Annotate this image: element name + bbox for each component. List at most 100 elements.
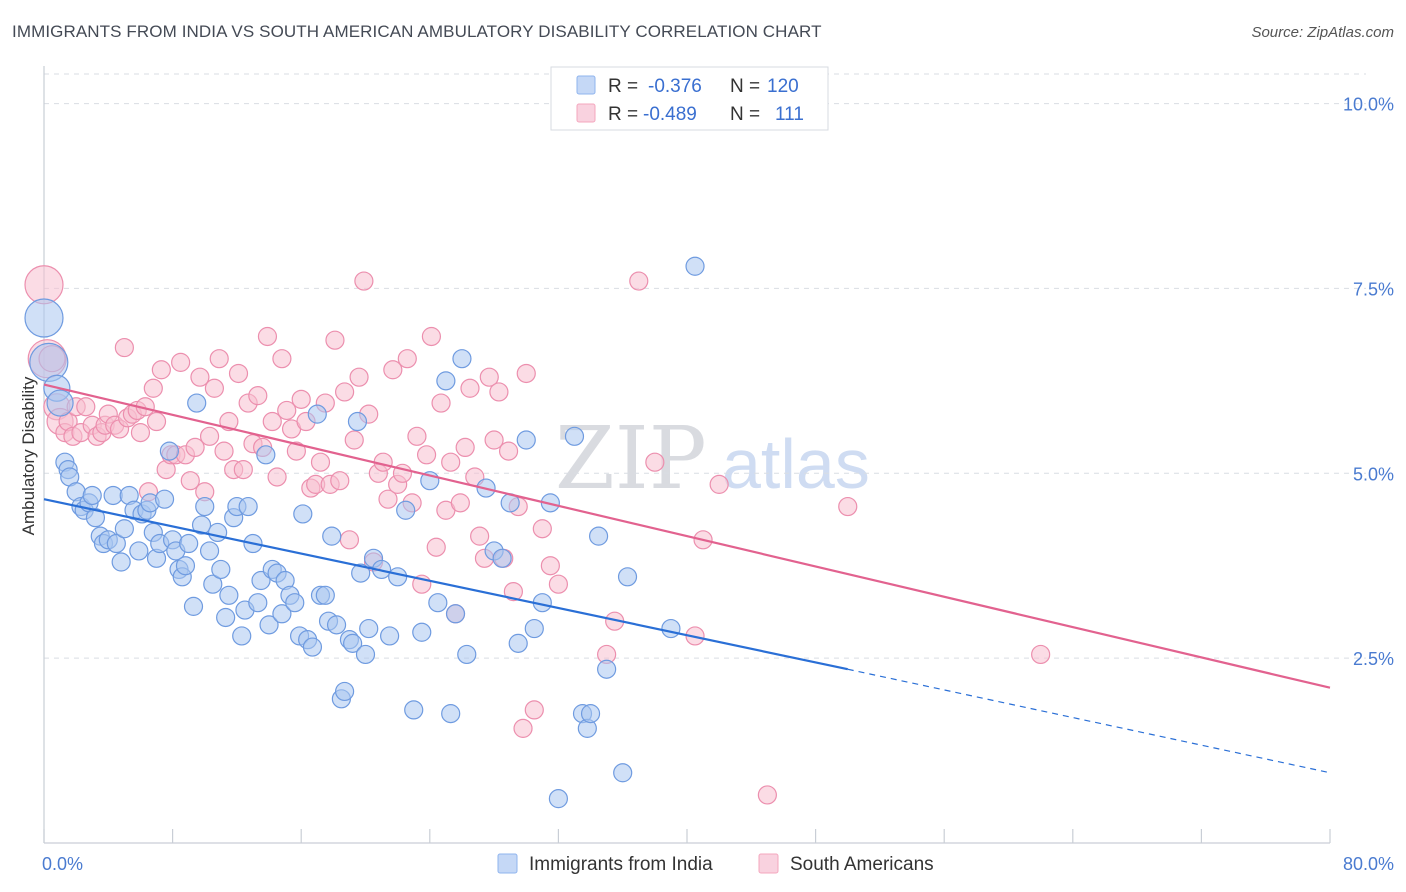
data-point — [335, 382, 355, 402]
data-point — [24, 265, 64, 305]
data-point — [1031, 644, 1051, 665]
bottom-legend-label-south-americans: South Americans — [790, 854, 934, 875]
data-point — [383, 360, 403, 380]
data-point — [344, 430, 364, 450]
data-point — [325, 330, 345, 350]
data-point — [208, 522, 228, 543]
data-point — [436, 371, 456, 391]
data-point — [307, 404, 327, 424]
legend-r-label-india: R = — [608, 76, 638, 97]
data-point — [359, 618, 379, 639]
legend-swatch-india — [576, 75, 596, 95]
data-point — [203, 574, 223, 594]
data-point — [404, 700, 424, 720]
data-point — [272, 349, 292, 369]
data-point — [452, 349, 472, 369]
data-point — [272, 604, 292, 624]
data-point — [219, 585, 239, 605]
data-point — [508, 633, 528, 653]
data-point — [204, 378, 224, 398]
data-point — [629, 271, 649, 291]
data-point — [445, 604, 466, 624]
data-point — [588, 526, 609, 546]
data-point — [580, 704, 601, 724]
data-point — [548, 789, 569, 809]
data-point — [513, 718, 533, 738]
data-point — [76, 397, 96, 417]
data-point — [498, 441, 519, 461]
data-point — [82, 485, 102, 506]
data-point — [195, 496, 215, 517]
data-point — [262, 411, 282, 432]
data-point — [355, 644, 376, 665]
data-point — [111, 552, 131, 572]
data-point — [257, 326, 278, 347]
data-point — [24, 298, 64, 338]
data-point — [479, 367, 499, 387]
data-point — [154, 489, 175, 509]
legend-swatch-south-americans — [576, 103, 596, 123]
data-point — [349, 367, 369, 387]
data-point — [256, 445, 276, 465]
data-point — [645, 452, 665, 472]
data-point — [343, 633, 363, 653]
data-point — [354, 271, 374, 291]
data-point — [238, 496, 258, 517]
data-point — [503, 581, 523, 602]
data-point — [171, 352, 191, 372]
data-point — [185, 437, 205, 458]
data-point — [114, 519, 134, 539]
legend-r-label-south-americans: R = — [608, 104, 638, 125]
trend-line-south-americans — [43, 383, 1331, 689]
data-point — [175, 556, 196, 576]
data-point — [450, 493, 470, 513]
data-point — [179, 533, 199, 554]
data-point — [548, 574, 569, 594]
india-points — [24, 256, 705, 809]
data-point — [199, 541, 220, 561]
correlation-legend: R = -0.376 N = 120 R = -0.489 N = 111 — [550, 66, 829, 131]
watermark-atlas: atlas — [722, 425, 870, 503]
data-point — [85, 508, 106, 528]
data-point — [685, 256, 705, 276]
data-point — [378, 489, 398, 509]
data-point — [380, 626, 400, 646]
data-point — [597, 659, 617, 679]
legend-r-value-india: -0.376 — [648, 76, 702, 97]
watermark-zip: ZIP — [555, 409, 707, 509]
source-label: Source: ZipAtlas.com — [1251, 24, 1394, 41]
data-point — [129, 541, 149, 561]
data-point — [416, 445, 437, 465]
data-point — [114, 337, 134, 358]
y-tick-label: 7.5% — [1353, 279, 1394, 299]
data-point — [412, 622, 432, 642]
data-point — [130, 423, 151, 443]
data-point — [233, 459, 253, 480]
data-point — [492, 548, 512, 568]
legend-n-value-south-americans: 111 — [775, 104, 804, 125]
data-point — [397, 349, 417, 369]
data-point — [351, 563, 371, 583]
data-point — [484, 430, 504, 450]
bottom-legend-swatch-india — [497, 853, 518, 874]
data-point — [310, 452, 331, 472]
legend-frame — [550, 66, 829, 131]
data-point — [426, 537, 446, 557]
data-point — [532, 519, 552, 539]
data-point — [46, 389, 74, 417]
data-point — [457, 644, 477, 665]
data-point — [228, 363, 249, 384]
data-point — [388, 567, 408, 587]
data-point — [191, 515, 212, 535]
data-point — [838, 496, 858, 517]
data-point — [322, 526, 342, 546]
data-point — [248, 386, 268, 406]
data-point — [277, 400, 297, 421]
trend-line-india-extension — [847, 668, 1331, 774]
data-point — [441, 452, 461, 472]
data-point — [211, 559, 231, 580]
data-point — [146, 411, 167, 432]
data-point — [187, 393, 207, 413]
data-point — [489, 382, 509, 402]
